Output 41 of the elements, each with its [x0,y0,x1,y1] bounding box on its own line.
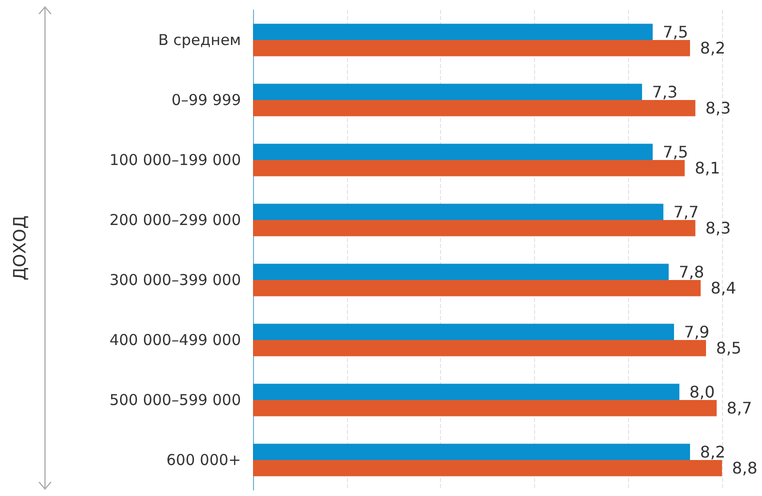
data-label: 7,9 [684,322,710,342]
bar [253,264,669,280]
bar [253,144,653,160]
y-tick-label: 300 000–399 000 [109,271,241,289]
bar [253,340,706,356]
data-label: 7,7 [673,202,699,222]
bar [253,204,664,220]
bar [253,40,690,56]
data-label: 8,3 [705,218,731,238]
y-tick-label: В среднем [158,31,241,49]
bar [253,324,674,340]
data-label: 8,2 [700,442,726,462]
data-label: 8,8 [732,458,758,478]
data-label: 7,3 [652,82,678,102]
bar [253,220,696,236]
bar [253,84,642,100]
data-label: 8,2 [700,38,726,58]
bar [253,160,685,176]
y-tick-label: 400 000–499 000 [109,331,241,349]
bar [253,384,680,400]
bar [253,280,701,296]
bar [253,444,690,460]
data-label: 8,4 [710,278,736,298]
y-axis-title: ДОХОД [10,216,30,280]
data-label: 8,7 [726,398,752,418]
y-tick-label: 500 000–599 000 [109,391,241,409]
y-tick-label: 600 000+ [166,451,241,469]
bar [253,24,653,40]
y-tick-label: 200 000–299 000 [109,211,241,229]
bar [253,400,717,416]
bar [253,100,696,116]
data-label: 7,5 [662,22,688,42]
data-label: 8,5 [716,338,742,358]
data-label: 7,8 [678,262,704,282]
bar [253,460,722,476]
data-label: 8,1 [694,158,720,178]
y-tick-label: 100 000–199 000 [109,151,241,169]
data-label: 8,0 [689,382,715,402]
data-label: 8,3 [705,98,731,118]
data-label: 7,5 [662,142,688,162]
y-tick-label: 0–99 999 [171,91,241,109]
